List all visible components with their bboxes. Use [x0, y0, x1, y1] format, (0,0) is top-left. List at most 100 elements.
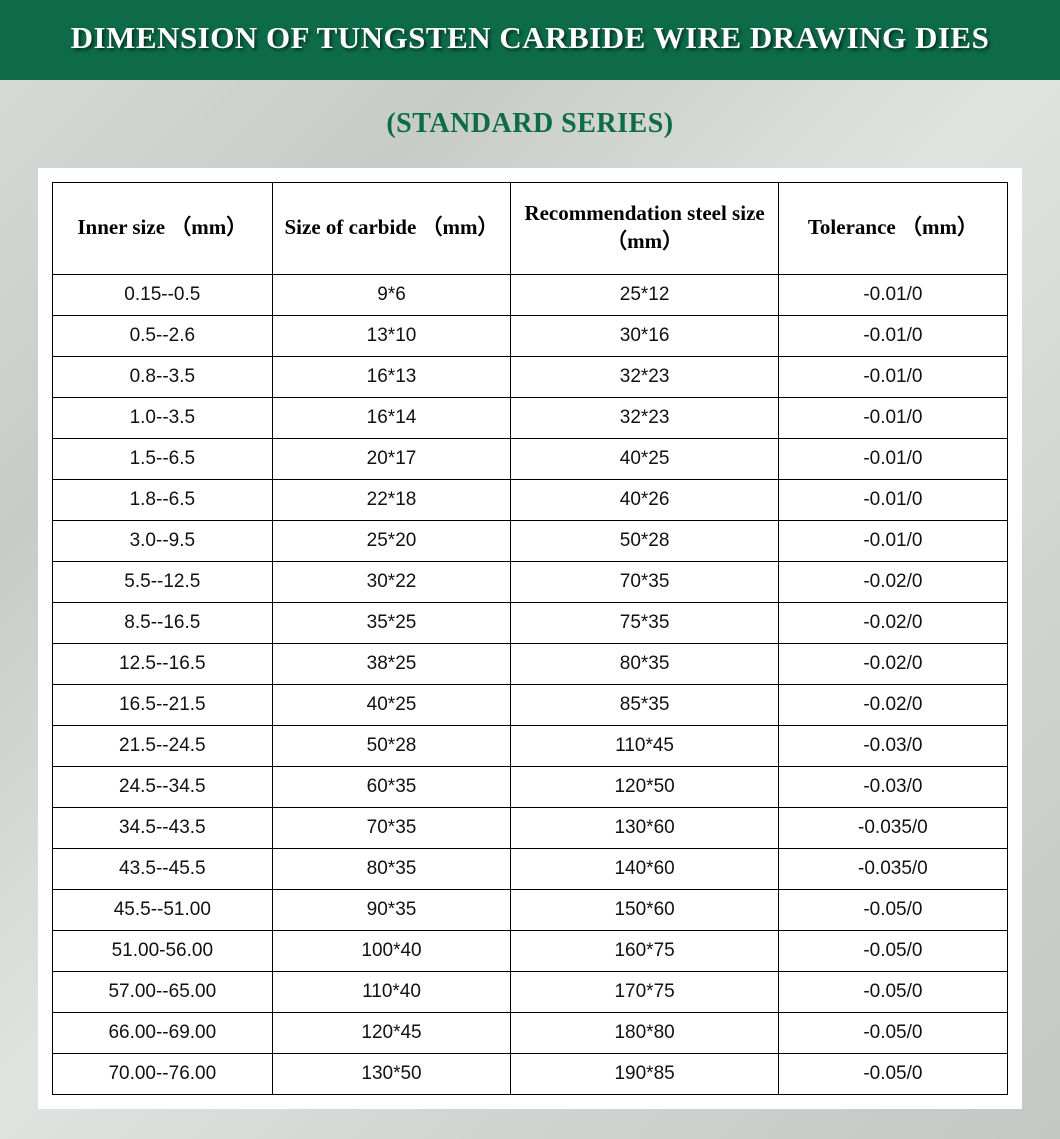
- table-head: Inner size （mm） Size of carbide （mm） Rec…: [53, 183, 1008, 275]
- table-cell: 130*60: [511, 807, 778, 848]
- table-cell: 0.5--2.6: [53, 315, 273, 356]
- table-cell: 80*35: [272, 848, 511, 889]
- table-cell: 85*35: [511, 684, 778, 725]
- table-row: 16.5--21.540*2585*35-0.02/0: [53, 684, 1008, 725]
- table-cell: 57.00--65.00: [53, 971, 273, 1012]
- table-cell: 100*40: [272, 930, 511, 971]
- table-cell: -0.01/0: [778, 315, 1007, 356]
- table-cell: 45.5--51.00: [53, 889, 273, 930]
- header-bar: DIMENSION OF TUNGSTEN CARBIDE WIRE DRAWI…: [0, 0, 1060, 80]
- table-cell: 32*23: [511, 397, 778, 438]
- table-cell: 60*35: [272, 766, 511, 807]
- table-cell: 0.8--3.5: [53, 356, 273, 397]
- col-header-tolerance: Tolerance （mm）: [778, 183, 1007, 275]
- table-cell: -0.035/0: [778, 848, 1007, 889]
- table-row: 0.8--3.516*1332*23-0.01/0: [53, 356, 1008, 397]
- table-row: 8.5--16.535*2575*35-0.02/0: [53, 602, 1008, 643]
- table-cell: 1.0--3.5: [53, 397, 273, 438]
- table-cell: 190*85: [511, 1053, 778, 1094]
- table-cell: 32*23: [511, 356, 778, 397]
- table-row: 3.0--9.525*2050*28-0.01/0: [53, 520, 1008, 561]
- table-row: 1.5--6.520*1740*25-0.01/0: [53, 438, 1008, 479]
- table-cell: 150*60: [511, 889, 778, 930]
- table-cell: 24.5--34.5: [53, 766, 273, 807]
- table-cell: 1.8--6.5: [53, 479, 273, 520]
- table-cell: 110*40: [272, 971, 511, 1012]
- table-cell: -0.02/0: [778, 643, 1007, 684]
- table-cell: 22*18: [272, 479, 511, 520]
- table-cell: 25*12: [511, 274, 778, 315]
- table-cell: 75*35: [511, 602, 778, 643]
- table-row: 0.15--0.59*625*12-0.01/0: [53, 274, 1008, 315]
- table-cell: 16.5--21.5: [53, 684, 273, 725]
- table-row: 21.5--24.550*28110*45-0.03/0: [53, 725, 1008, 766]
- table-cell: -0.02/0: [778, 684, 1007, 725]
- table-cell: -0.01/0: [778, 356, 1007, 397]
- table-row: 0.5--2.613*1030*16-0.01/0: [53, 315, 1008, 356]
- table-cell: 50*28: [272, 725, 511, 766]
- table-cell: 66.00--69.00: [53, 1012, 273, 1053]
- table-header-row: Inner size （mm） Size of carbide （mm） Rec…: [53, 183, 1008, 275]
- table-cell: 160*75: [511, 930, 778, 971]
- table-row: 12.5--16.538*2580*35-0.02/0: [53, 643, 1008, 684]
- table-cell: -0.02/0: [778, 561, 1007, 602]
- table-row: 45.5--51.0090*35150*60-0.05/0: [53, 889, 1008, 930]
- table-cell: -0.05/0: [778, 971, 1007, 1012]
- table-cell: 140*60: [511, 848, 778, 889]
- table-cell: 34.5--43.5: [53, 807, 273, 848]
- table-cell: 130*50: [272, 1053, 511, 1094]
- table-cell: 170*75: [511, 971, 778, 1012]
- table-row: 51.00-56.00100*40160*75-0.05/0: [53, 930, 1008, 971]
- table-row: 34.5--43.570*35130*60-0.035/0: [53, 807, 1008, 848]
- table-cell: 8.5--16.5: [53, 602, 273, 643]
- table-cell: 21.5--24.5: [53, 725, 273, 766]
- table-cell: 25*20: [272, 520, 511, 561]
- col-header-carbide-size: Size of carbide （mm）: [272, 183, 511, 275]
- table-cell: -0.03/0: [778, 725, 1007, 766]
- table-cell: 180*80: [511, 1012, 778, 1053]
- table-cell: 16*13: [272, 356, 511, 397]
- table-cell: 120*45: [272, 1012, 511, 1053]
- table-cell: 110*45: [511, 725, 778, 766]
- table-row: 24.5--34.560*35120*50-0.03/0: [53, 766, 1008, 807]
- table-cell: 3.0--9.5: [53, 520, 273, 561]
- table-cell: -0.05/0: [778, 1012, 1007, 1053]
- table-row: 66.00--69.00120*45180*80-0.05/0: [53, 1012, 1008, 1053]
- table-row: 5.5--12.530*2270*35-0.02/0: [53, 561, 1008, 602]
- table-cell: -0.05/0: [778, 889, 1007, 930]
- table-cell: 120*50: [511, 766, 778, 807]
- table-cell: -0.05/0: [778, 1053, 1007, 1094]
- table-cell: 38*25: [272, 643, 511, 684]
- table-row: 43.5--45.580*35140*60-0.035/0: [53, 848, 1008, 889]
- table-cell: 70*35: [272, 807, 511, 848]
- table-cell: -0.01/0: [778, 479, 1007, 520]
- col-header-inner-size: Inner size （mm）: [53, 183, 273, 275]
- table-row: 57.00--65.00110*40170*75-0.05/0: [53, 971, 1008, 1012]
- table-cell: 20*17: [272, 438, 511, 479]
- table-cell: 70.00--76.00: [53, 1053, 273, 1094]
- table-cell: 51.00-56.00: [53, 930, 273, 971]
- table-cell: -0.01/0: [778, 520, 1007, 561]
- col-header-steel-size: Recommendation steel size （mm）: [511, 183, 778, 275]
- table-row: 1.8--6.522*1840*26-0.01/0: [53, 479, 1008, 520]
- table-cell: 80*35: [511, 643, 778, 684]
- table-cell: 40*26: [511, 479, 778, 520]
- table-cell: 5.5--12.5: [53, 561, 273, 602]
- table-row: 1.0--3.516*1432*23-0.01/0: [53, 397, 1008, 438]
- table-cell: 70*35: [511, 561, 778, 602]
- table-cell: 0.15--0.5: [53, 274, 273, 315]
- page-subtitle: (STANDARD SERIES): [0, 108, 1060, 140]
- table-cell: 9*6: [272, 274, 511, 315]
- table-card: Inner size （mm） Size of carbide （mm） Rec…: [38, 168, 1022, 1109]
- table-cell: 12.5--16.5: [53, 643, 273, 684]
- table-cell: -0.01/0: [778, 438, 1007, 479]
- table-cell: 50*28: [511, 520, 778, 561]
- table-cell: -0.01/0: [778, 274, 1007, 315]
- table-cell: 30*16: [511, 315, 778, 356]
- table-cell: 13*10: [272, 315, 511, 356]
- table-cell: 35*25: [272, 602, 511, 643]
- table-cell: 40*25: [272, 684, 511, 725]
- table-cell: -0.02/0: [778, 602, 1007, 643]
- table-cell: -0.01/0: [778, 397, 1007, 438]
- table-cell: 16*14: [272, 397, 511, 438]
